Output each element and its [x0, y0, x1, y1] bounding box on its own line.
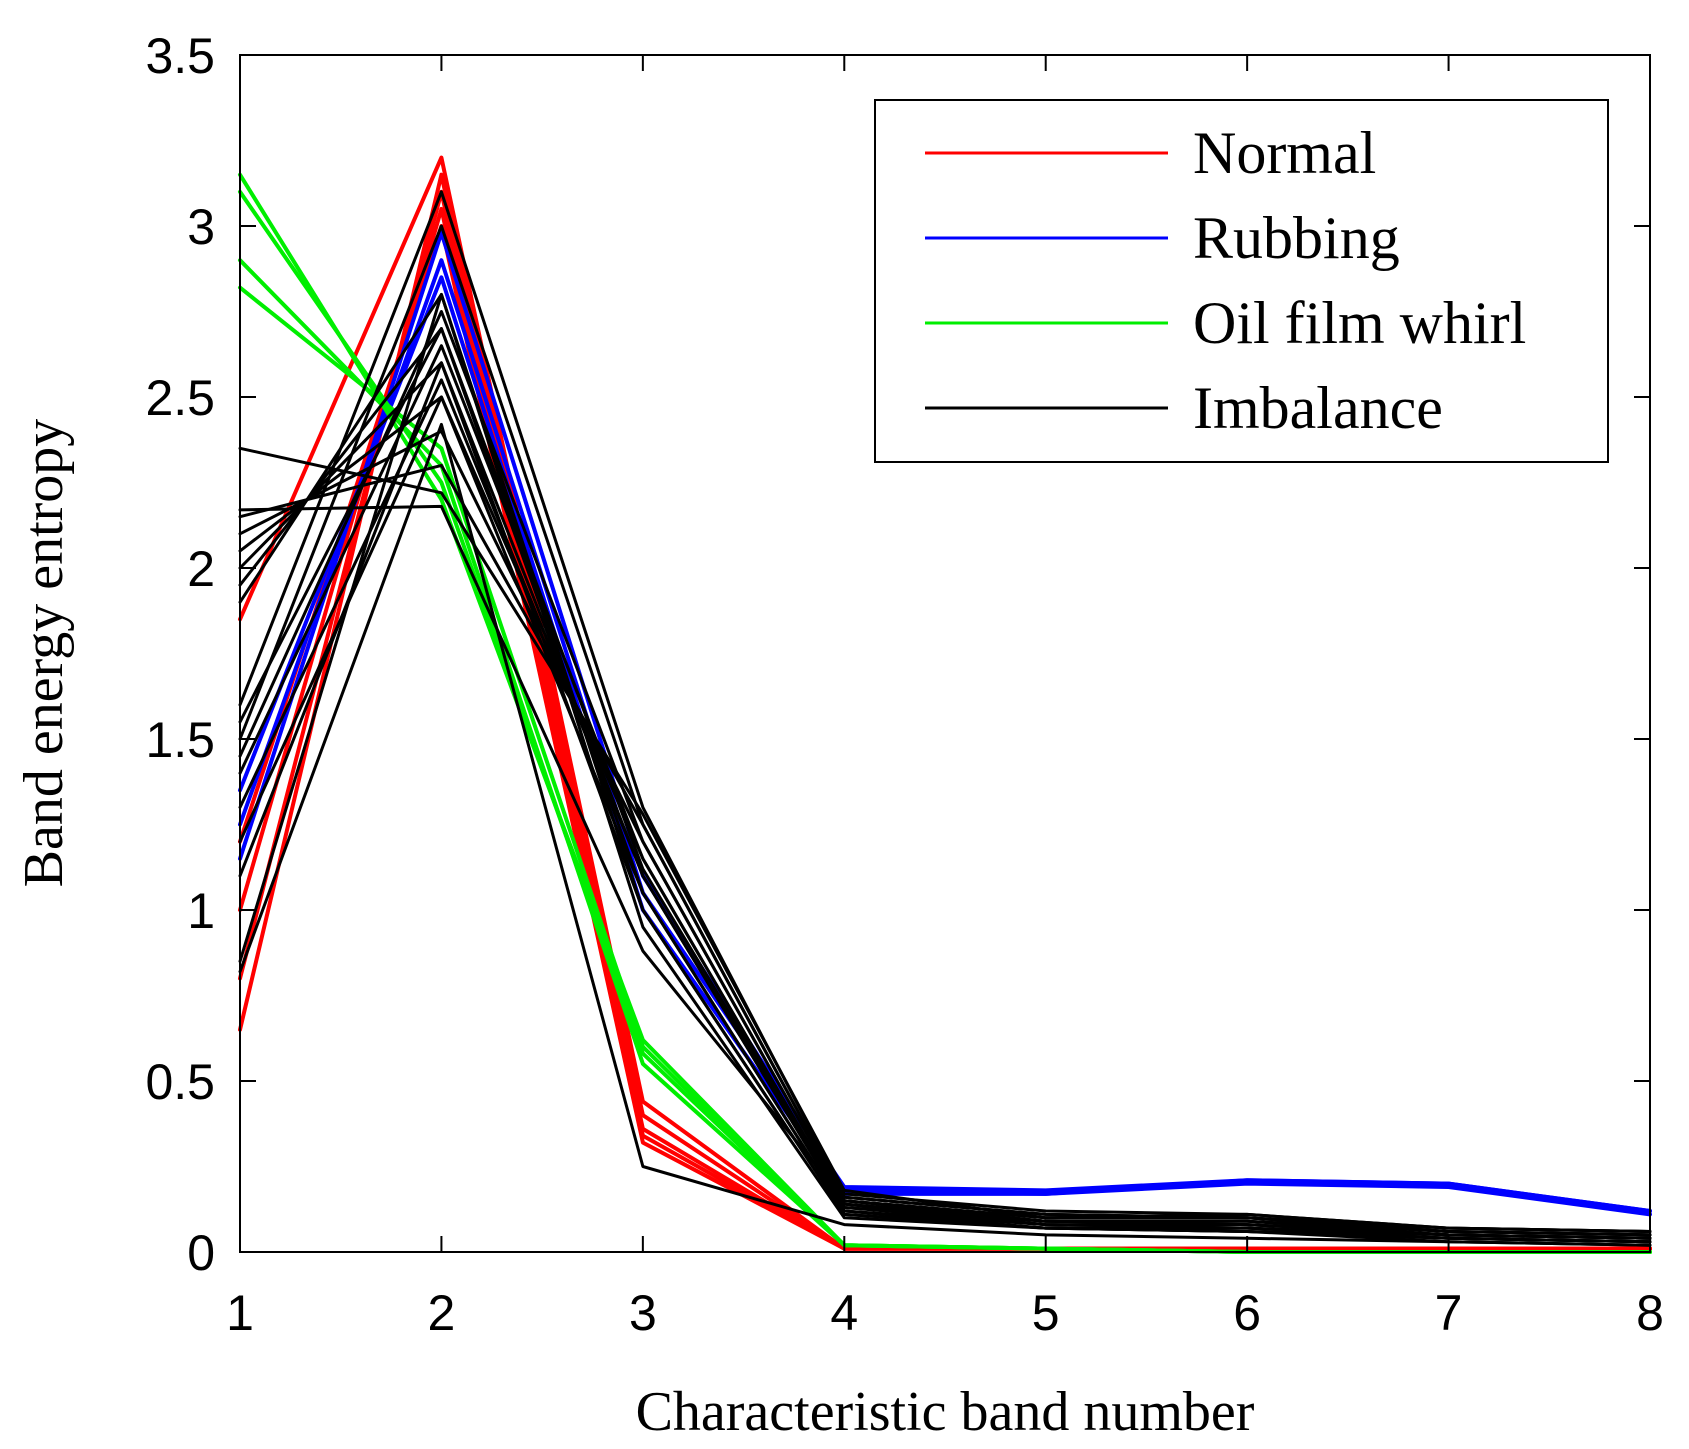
y-tick-label-3: 3: [187, 199, 215, 255]
series-line-rubbing-3: [238, 275, 1652, 1217]
legend: Normal Rubbing Oil film whirl Imbalance: [874, 99, 1609, 463]
tick-label-layer: 1 2 3 4 5 6 7 8 0 0.5 1 1.5 2 2.5 3 3.5: [145, 28, 1663, 1341]
series-line-rubbing-2: [238, 258, 1652, 1213]
x-tick-label-4: 4: [830, 1285, 858, 1341]
x-tick-label-6: 6: [1233, 1285, 1261, 1341]
legend-label-oil-film-whirl: Oil film whirl: [1193, 290, 1526, 356]
y-tick-label-0: 0: [187, 1225, 215, 1281]
y-tick-label-2.5: 2.5: [145, 370, 215, 426]
series-line-imbalance-9: [238, 190, 1652, 1233]
y-tick-label-0.5: 0.5: [145, 1054, 215, 1110]
x-tick-label-5: 5: [1032, 1285, 1060, 1341]
series-line-imbalance-17: [238, 422, 1652, 1247]
legend-label-rubbing: Rubbing: [1193, 205, 1400, 271]
x-tick-label-8: 8: [1636, 1285, 1664, 1341]
x-tick-label-7: 7: [1435, 1285, 1463, 1341]
ticks-layer: [239, 54, 1651, 1253]
series-line-imbalance-18: [238, 327, 1652, 1240]
legend-box: [874, 99, 1609, 463]
legend-label-imbalance: Imbalance: [1193, 375, 1443, 441]
x-axis-title: Characteristic band number: [636, 1381, 1255, 1443]
x-tick-label-3: 3: [629, 1285, 657, 1341]
y-tick-label-3.5: 3.5: [145, 28, 215, 84]
series-line-imbalance-15: [238, 361, 1652, 1244]
y-axis-title: Band energy entropy: [13, 419, 75, 888]
legend-items: Normal Rubbing Oil film whirl Imbalance: [925, 120, 1526, 441]
plot-frame: [239, 54, 1651, 1253]
x-tick-label-2: 2: [428, 1285, 456, 1341]
y-tick-label-1.5: 1.5: [145, 712, 215, 768]
y-tick-label-2: 2: [187, 541, 215, 597]
y-tick-label-1: 1: [187, 883, 215, 939]
legend-label-normal: Normal: [1193, 120, 1376, 186]
x-tick-label-1: 1: [226, 1285, 254, 1341]
